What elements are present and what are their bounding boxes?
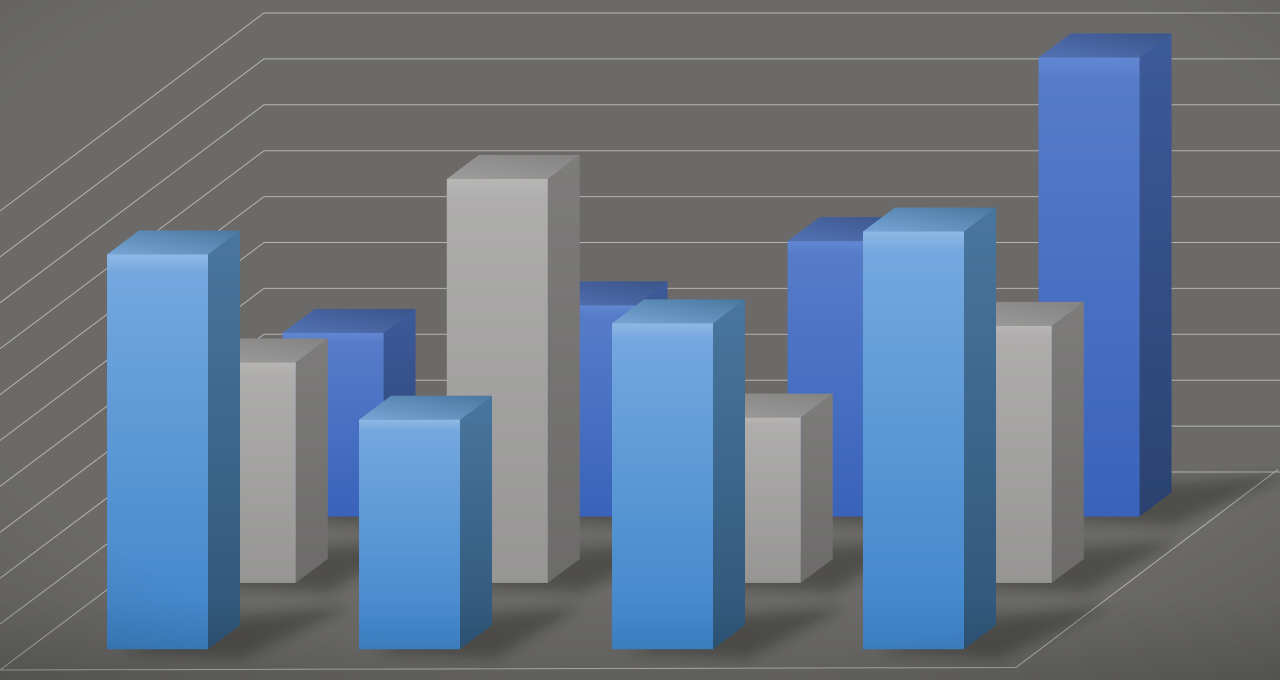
chart-canvas	[0, 0, 1280, 680]
vignette	[0, 0, 1280, 680]
3d-bar-chart	[0, 0, 1280, 680]
